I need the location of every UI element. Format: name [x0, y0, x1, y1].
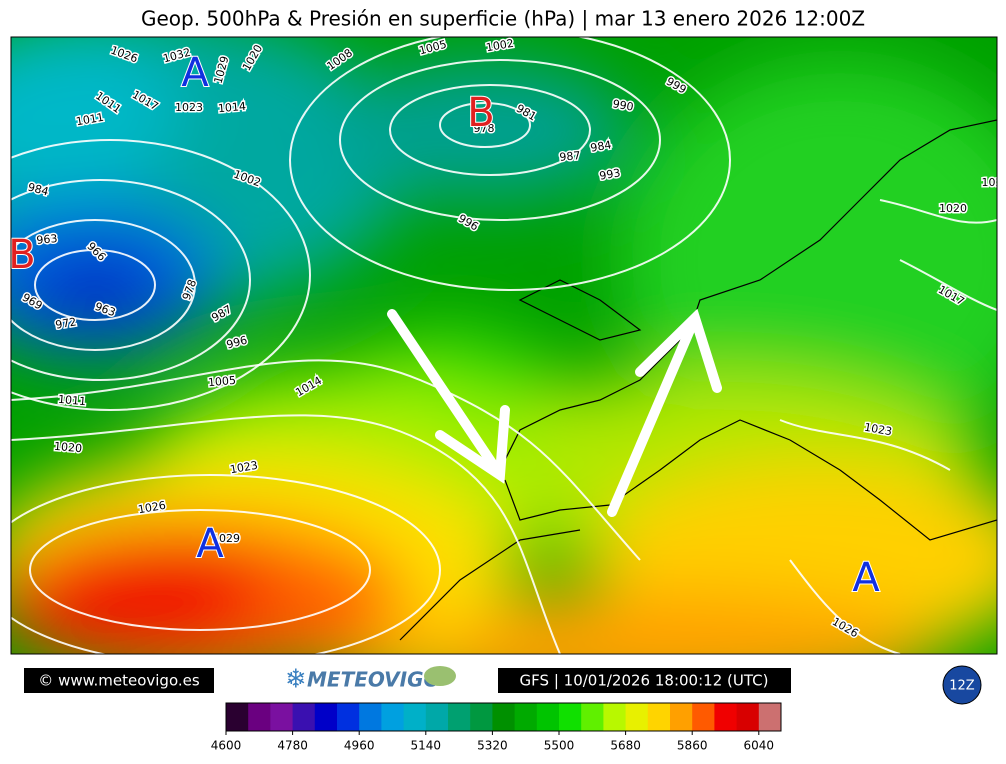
colorbar-tick-label: 6040 [744, 739, 775, 753]
isobars [11, 37, 997, 654]
colorbar-cell [603, 703, 627, 731]
title: Geop. 500hPa & Presión en superficie (hP… [141, 7, 865, 31]
colorbar-cell [536, 703, 560, 731]
pressure-center: A [196, 521, 224, 567]
colorbar-tick-label: 4600 [211, 739, 242, 753]
colorbar-cell [492, 703, 516, 731]
colorbar-cell [670, 703, 693, 731]
colorbar-cell [559, 703, 582, 731]
badge-text: 12Z [949, 679, 975, 694]
run-box [498, 668, 791, 693]
colorbar-tick-label: 5500 [544, 739, 575, 753]
colorbar-cell [248, 703, 271, 731]
logo-leaf [424, 666, 456, 686]
colorbar-cell [470, 703, 493, 731]
pressure-center: A [852, 555, 880, 601]
colorbar-cell [692, 703, 715, 731]
colorbar-cell [270, 703, 294, 731]
colorbar-cell [425, 703, 449, 731]
isobar-label: 987 [559, 149, 581, 164]
colorbar-cell [292, 703, 316, 731]
colorbar-cell [226, 703, 249, 731]
colorbar-tick-label: 4960 [344, 739, 375, 753]
colorbar-cell [448, 703, 471, 731]
isobar-label: 1020 [54, 440, 83, 455]
isobar-label: 1029 [212, 532, 240, 545]
isobar-label: 963 [36, 232, 58, 247]
isobar-label: 102 [982, 176, 1003, 189]
colorbar-cell [403, 703, 427, 731]
isobar-label: 1014 [217, 100, 246, 115]
colorbar-cell [314, 703, 338, 731]
coastlines [399, 119, 997, 641]
isobar-label: 990 [612, 97, 635, 113]
colorbar-tick-label: 4780 [277, 739, 308, 753]
colorbar-tick-label: 5320 [477, 739, 508, 753]
colorbar-cell [381, 703, 405, 731]
colorbar-cell [758, 703, 782, 731]
colorbar-tick-label: 5860 [677, 739, 708, 753]
logo-icon: ❄ [285, 665, 307, 695]
credit-box [24, 668, 214, 693]
colorbar-tick-label: 5140 [411, 739, 442, 753]
colorbar-cell [337, 703, 360, 731]
colorbar-cell [581, 703, 604, 731]
isobar-label: 1011 [58, 393, 87, 408]
colorbar-frame [225, 702, 782, 732]
isobar-label: 993 [598, 166, 621, 182]
pressure-center: A [181, 50, 209, 96]
logo: METEOVIGO [307, 668, 441, 692]
colorbar-tick-label: 5680 [610, 739, 641, 753]
colorbar-cell [514, 703, 538, 731]
isobar-label: 972 [54, 315, 77, 331]
credit: © www.meteovigo.es [38, 672, 200, 690]
map-frame [10, 36, 998, 655]
colorbar-cell [714, 703, 738, 731]
isobar-label: 984 [589, 138, 612, 154]
colorbar-cell [625, 703, 649, 731]
isobar-label: 1005 [207, 374, 236, 389]
pressure-center: B [467, 90, 494, 136]
colorbar-cell [736, 703, 760, 731]
arrows [387, 308, 722, 517]
pressure-center: B [8, 232, 35, 278]
isobar-label: 978 [474, 122, 495, 135]
badge [942, 665, 982, 705]
isobar-label: 1023 [175, 101, 203, 114]
colorbar-cell [647, 703, 671, 731]
isobar-label: 1020 [939, 202, 967, 215]
colorbar-cell [359, 703, 382, 731]
run-info: GFS | 10/01/2026 18:00:12 (UTC) [520, 672, 769, 690]
